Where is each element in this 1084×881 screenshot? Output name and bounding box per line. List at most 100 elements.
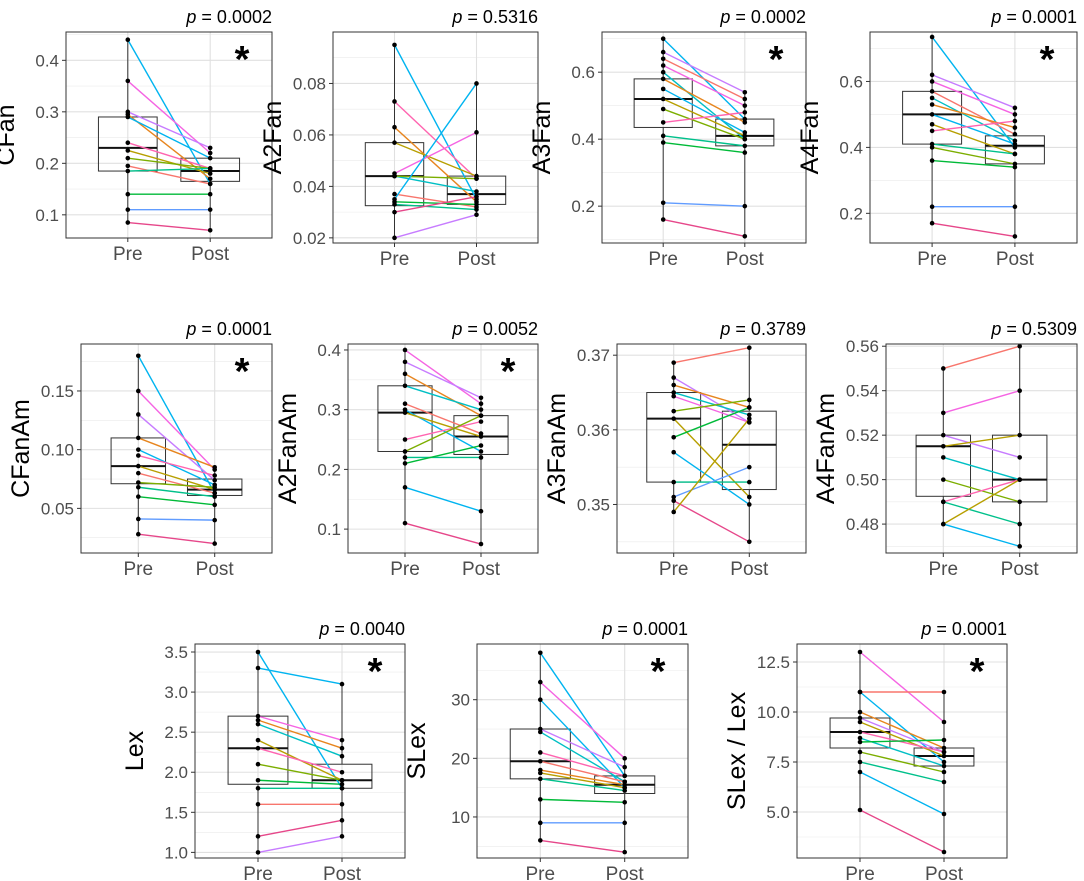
panel-3: 0.2 0.4 0.6 Pre Post A3Fan p = 0.0002 *: [528, 7, 807, 270]
pair-line: [931, 80, 1016, 116]
post-point: [474, 207, 479, 212]
pair-line: [931, 36, 1016, 148]
post-point: [207, 227, 213, 233]
pair-line: [663, 202, 745, 207]
post-point: [339, 681, 345, 687]
pair-line: [859, 737, 945, 767]
pre-point: [857, 649, 863, 655]
pre-point: [538, 679, 543, 685]
pre-point: [671, 509, 676, 515]
pair-line: [943, 478, 1020, 503]
pre-point: [941, 366, 946, 371]
pair-line: [931, 90, 1016, 135]
pair-line: [931, 113, 1016, 145]
significance-star: *: [368, 651, 383, 693]
y-tick-label: 0.4: [35, 51, 59, 70]
pair-line: [859, 717, 945, 753]
x-tick-label: Pre: [648, 249, 678, 270]
panel-border: [476, 643, 689, 859]
pair-line: [138, 472, 215, 494]
pre-point: [402, 383, 408, 389]
pre-point: [941, 521, 946, 527]
x-tick-label: Post: [191, 244, 230, 265]
y-tick-label: 0.36: [577, 421, 610, 440]
post-point: [207, 150, 213, 156]
pre-point: [538, 750, 543, 755]
post-point: [1012, 131, 1018, 137]
panel-border: [796, 643, 1008, 859]
pre-point: [660, 56, 666, 62]
pre-point: [660, 76, 666, 82]
pre-point: [660, 63, 666, 68]
pair-line: [138, 486, 215, 498]
pre-point: [125, 220, 131, 225]
pair-line: [127, 165, 211, 185]
pair-line: [662, 108, 746, 140]
panel-background: [348, 344, 538, 553]
post-point: [1012, 105, 1018, 111]
pair-line: [662, 71, 746, 140]
pair-line: [859, 761, 945, 783]
post-point: [478, 541, 484, 547]
panel-background: [870, 32, 1077, 243]
pre-point: [929, 72, 935, 78]
y-axis-title: A3Fan: [528, 101, 556, 175]
panel-background: [797, 644, 1007, 858]
y-tick-label: 12.5: [757, 653, 790, 672]
p-value-label: p = 0.0052: [451, 319, 538, 339]
pre-point: [660, 106, 666, 112]
pair-line: [673, 384, 750, 409]
pair-line: [394, 131, 477, 175]
y-tick-label: 3.5: [164, 643, 188, 662]
pre-point: [929, 89, 935, 94]
pre-point: [538, 758, 543, 764]
post-point: [207, 207, 213, 212]
pair-line: [394, 203, 477, 211]
y-tick-label: 0.2: [839, 204, 863, 223]
pair-line: [932, 159, 1015, 168]
p-value-label: p = 0.0002: [185, 7, 272, 27]
y-tick-label: 2.5: [164, 723, 188, 742]
post-point: [941, 811, 947, 817]
pre-point: [671, 360, 676, 365]
x-tick-label: Pre: [243, 864, 273, 881]
pair-line: [257, 667, 343, 685]
post-point: [622, 764, 627, 770]
post-point: [1017, 499, 1022, 505]
pair-line: [663, 141, 745, 154]
pair-line: [257, 723, 343, 757]
pair-line: [394, 100, 477, 180]
pre-point: [671, 435, 676, 440]
pre-point: [125, 140, 131, 146]
post-point: [212, 477, 217, 483]
pair-line: [257, 835, 343, 854]
pre-point: [136, 447, 141, 452]
pair-line: [931, 74, 1016, 109]
pre-point: [255, 801, 261, 807]
post-point: [339, 818, 345, 823]
pre-point: [136, 412, 141, 417]
post-point: [1012, 164, 1018, 170]
pair-line: [662, 88, 746, 134]
panel-background: [602, 32, 806, 243]
post-point: [478, 413, 484, 418]
pair-line: [404, 444, 482, 465]
pair-line: [127, 142, 211, 170]
post-box: [721, 410, 777, 491]
p-value-label: p = 0.0001: [601, 619, 688, 639]
post-point: [742, 133, 748, 139]
pre-point: [392, 99, 397, 104]
panel-border: [869, 31, 1078, 244]
pre-point: [857, 759, 863, 765]
post-point: [339, 737, 345, 743]
post-point: [742, 120, 748, 125]
pair-line: [539, 681, 626, 759]
pair-line: [257, 763, 343, 781]
pre-point: [402, 401, 408, 407]
pair-line: [394, 195, 477, 213]
pair-line: [138, 465, 215, 491]
pre-point: [929, 128, 935, 134]
pair-line: [663, 111, 745, 124]
panel-border: [616, 343, 807, 554]
panel-5: 0.05 0.10 0.15 Pre Post CFanAm p = 0.0001 *: [7, 319, 273, 580]
